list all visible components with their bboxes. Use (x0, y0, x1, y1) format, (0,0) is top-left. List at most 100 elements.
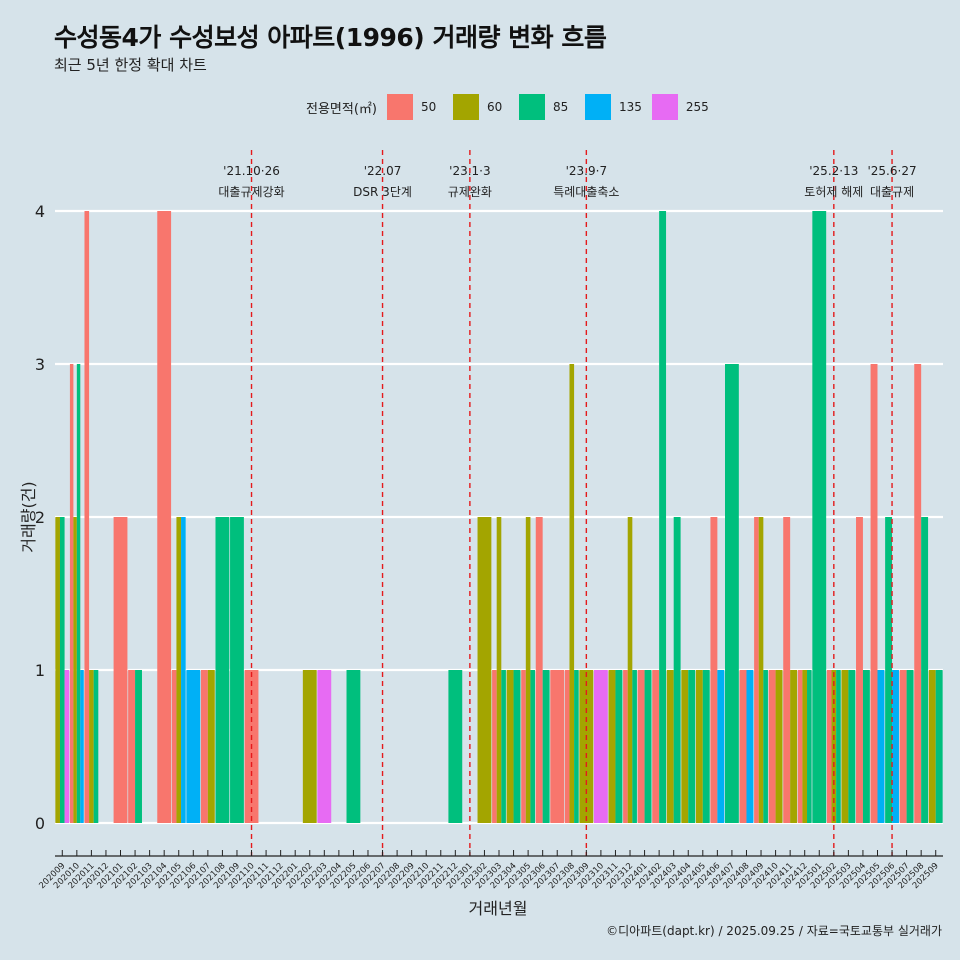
chart-title: 수성동4가 수성보성 아파트(1996) 거래량 변화 흐름 (54, 23, 607, 52)
bar-60-202503 (841, 670, 849, 823)
bar-60-202105 (176, 517, 182, 823)
bar-60-202011 (89, 670, 94, 823)
x-tick-label: 202308 (547, 861, 577, 891)
bar-135-202506 (892, 670, 899, 823)
x-tick-label: 202104 (139, 861, 169, 891)
bar-60-202304 (506, 670, 514, 823)
x-tick-label: 202305 (503, 861, 533, 891)
bar-135-202406 (717, 670, 725, 823)
bar-85-202011 (93, 670, 99, 823)
x-tick-label: 202205 (329, 861, 359, 891)
y-tick-label: 3 (35, 355, 45, 374)
bar-85-202401 (644, 670, 652, 823)
bar-50-202305 (521, 670, 526, 823)
x-tick-label: 202102 (110, 861, 140, 891)
x-tick-label: 202109 (212, 861, 242, 891)
x-tick-label: 202410 (751, 861, 781, 891)
x-tick-label: 202507 (882, 861, 912, 891)
bar-85-202507 (906, 670, 914, 823)
x-tick-label: 202306 (518, 861, 548, 891)
x-tick-label: 202108 (198, 861, 228, 891)
bar-50-202101 (113, 517, 128, 823)
y-tick-label: 2 (35, 508, 45, 527)
annotation-date: '22.07 (364, 164, 402, 178)
bar-85-202506 (885, 517, 893, 823)
bar-255-202203 (317, 670, 332, 823)
x-tick-label: 202509 (911, 861, 941, 891)
legend-item-85: 85 (518, 94, 575, 120)
bar-85-202010 (76, 364, 81, 823)
x-tick-label: 202411 (765, 861, 795, 891)
annotation-label: 토허제 해제 (804, 185, 863, 199)
bar-50-202411 (783, 517, 791, 823)
bar-85-202404 (688, 670, 696, 823)
x-tick-label: 202302 (460, 861, 490, 891)
bar-60-202404 (681, 670, 689, 823)
bar-60-202509 (928, 670, 936, 823)
x-tick-label: 202203 (299, 861, 329, 891)
chart-subtitle: 최근 5년 한정 확대 차트 (54, 56, 207, 74)
x-tick-label: 202101 (96, 861, 126, 891)
bar-60-202009 (55, 517, 60, 823)
bar-60-202107 (207, 670, 215, 823)
bar-60-202309 (579, 670, 594, 823)
x-tick-label: 202312 (605, 861, 635, 891)
x-tick-label: 202208 (372, 861, 402, 891)
x-tick-label: 202009 (37, 861, 67, 891)
x-tick-label: 202503 (823, 861, 853, 891)
x-tick-label: 202103 (125, 861, 155, 891)
x-tick-label: 202210 (401, 861, 431, 891)
legend-label-60: 60 (486, 100, 503, 114)
bar-50-202011 (84, 211, 90, 823)
legend-label-85: 85 (552, 100, 569, 114)
y-axis-label: 거래량(건) (19, 481, 38, 552)
x-tick-label: 202408 (722, 861, 752, 891)
bar-85-202305 (530, 670, 536, 823)
y-tick-label: 0 (35, 814, 45, 833)
x-tick-label: 202401 (620, 861, 650, 891)
x-tick-label: 202204 (314, 861, 344, 891)
bar-85-202312 (632, 670, 637, 823)
x-tick-label: 202409 (736, 861, 766, 891)
bar-60-202202 (302, 670, 317, 823)
bar-85-202504 (862, 670, 870, 823)
x-tick-label: 202311 (591, 861, 621, 891)
x-tick-label: 202206 (343, 861, 373, 891)
bar-60-202303 (496, 517, 502, 823)
bar-85-202403 (673, 517, 681, 823)
x-tick-label: 202403 (649, 861, 679, 891)
bar-135-202010 (80, 670, 84, 823)
bar-50-202402 (652, 670, 660, 823)
bar-85-202304 (513, 670, 521, 823)
x-tick-label: 202404 (663, 861, 693, 891)
bar-60-202405 (695, 670, 703, 823)
bar-60-202010 (73, 517, 77, 823)
legend-label-255: 255 (685, 100, 709, 114)
annotation-date: '23.9·7 (566, 164, 607, 178)
bar-255-202310 (593, 670, 608, 823)
bar-50-202307 (550, 670, 565, 823)
x-tick-label: 202505 (853, 861, 883, 891)
annotation-label: DSR 3단계 (353, 185, 412, 199)
x-tick-label: 202502 (809, 861, 839, 891)
x-tick-label: 202202 (285, 861, 315, 891)
bar-50-202102 (128, 670, 136, 823)
bar-60-202312 (627, 517, 633, 823)
bar-85-202009 (59, 517, 65, 823)
legend-label-50: 50 (420, 100, 437, 114)
bar-50-202104 (157, 211, 172, 823)
x-tick-label: 202303 (474, 861, 504, 891)
bar-60-202502 (831, 670, 837, 823)
bar-60-202412 (802, 670, 808, 823)
legend-swatch-135 (584, 94, 611, 120)
x-tick-label: 202112 (256, 861, 286, 891)
x-tick-label: 202508 (896, 861, 926, 891)
bar-50-202105 (171, 670, 177, 823)
x-tick-label: 202402 (634, 861, 664, 891)
x-tick-label: 202307 (532, 861, 562, 891)
bar-135-202105 (181, 517, 186, 823)
x-tick-label: 202201 (270, 861, 300, 891)
bar-85-202508 (921, 517, 929, 823)
legend: 전용면적(㎡) 50 60 85 135 255 (306, 92, 719, 122)
annotation-label: 특례대출축소 (553, 185, 619, 199)
